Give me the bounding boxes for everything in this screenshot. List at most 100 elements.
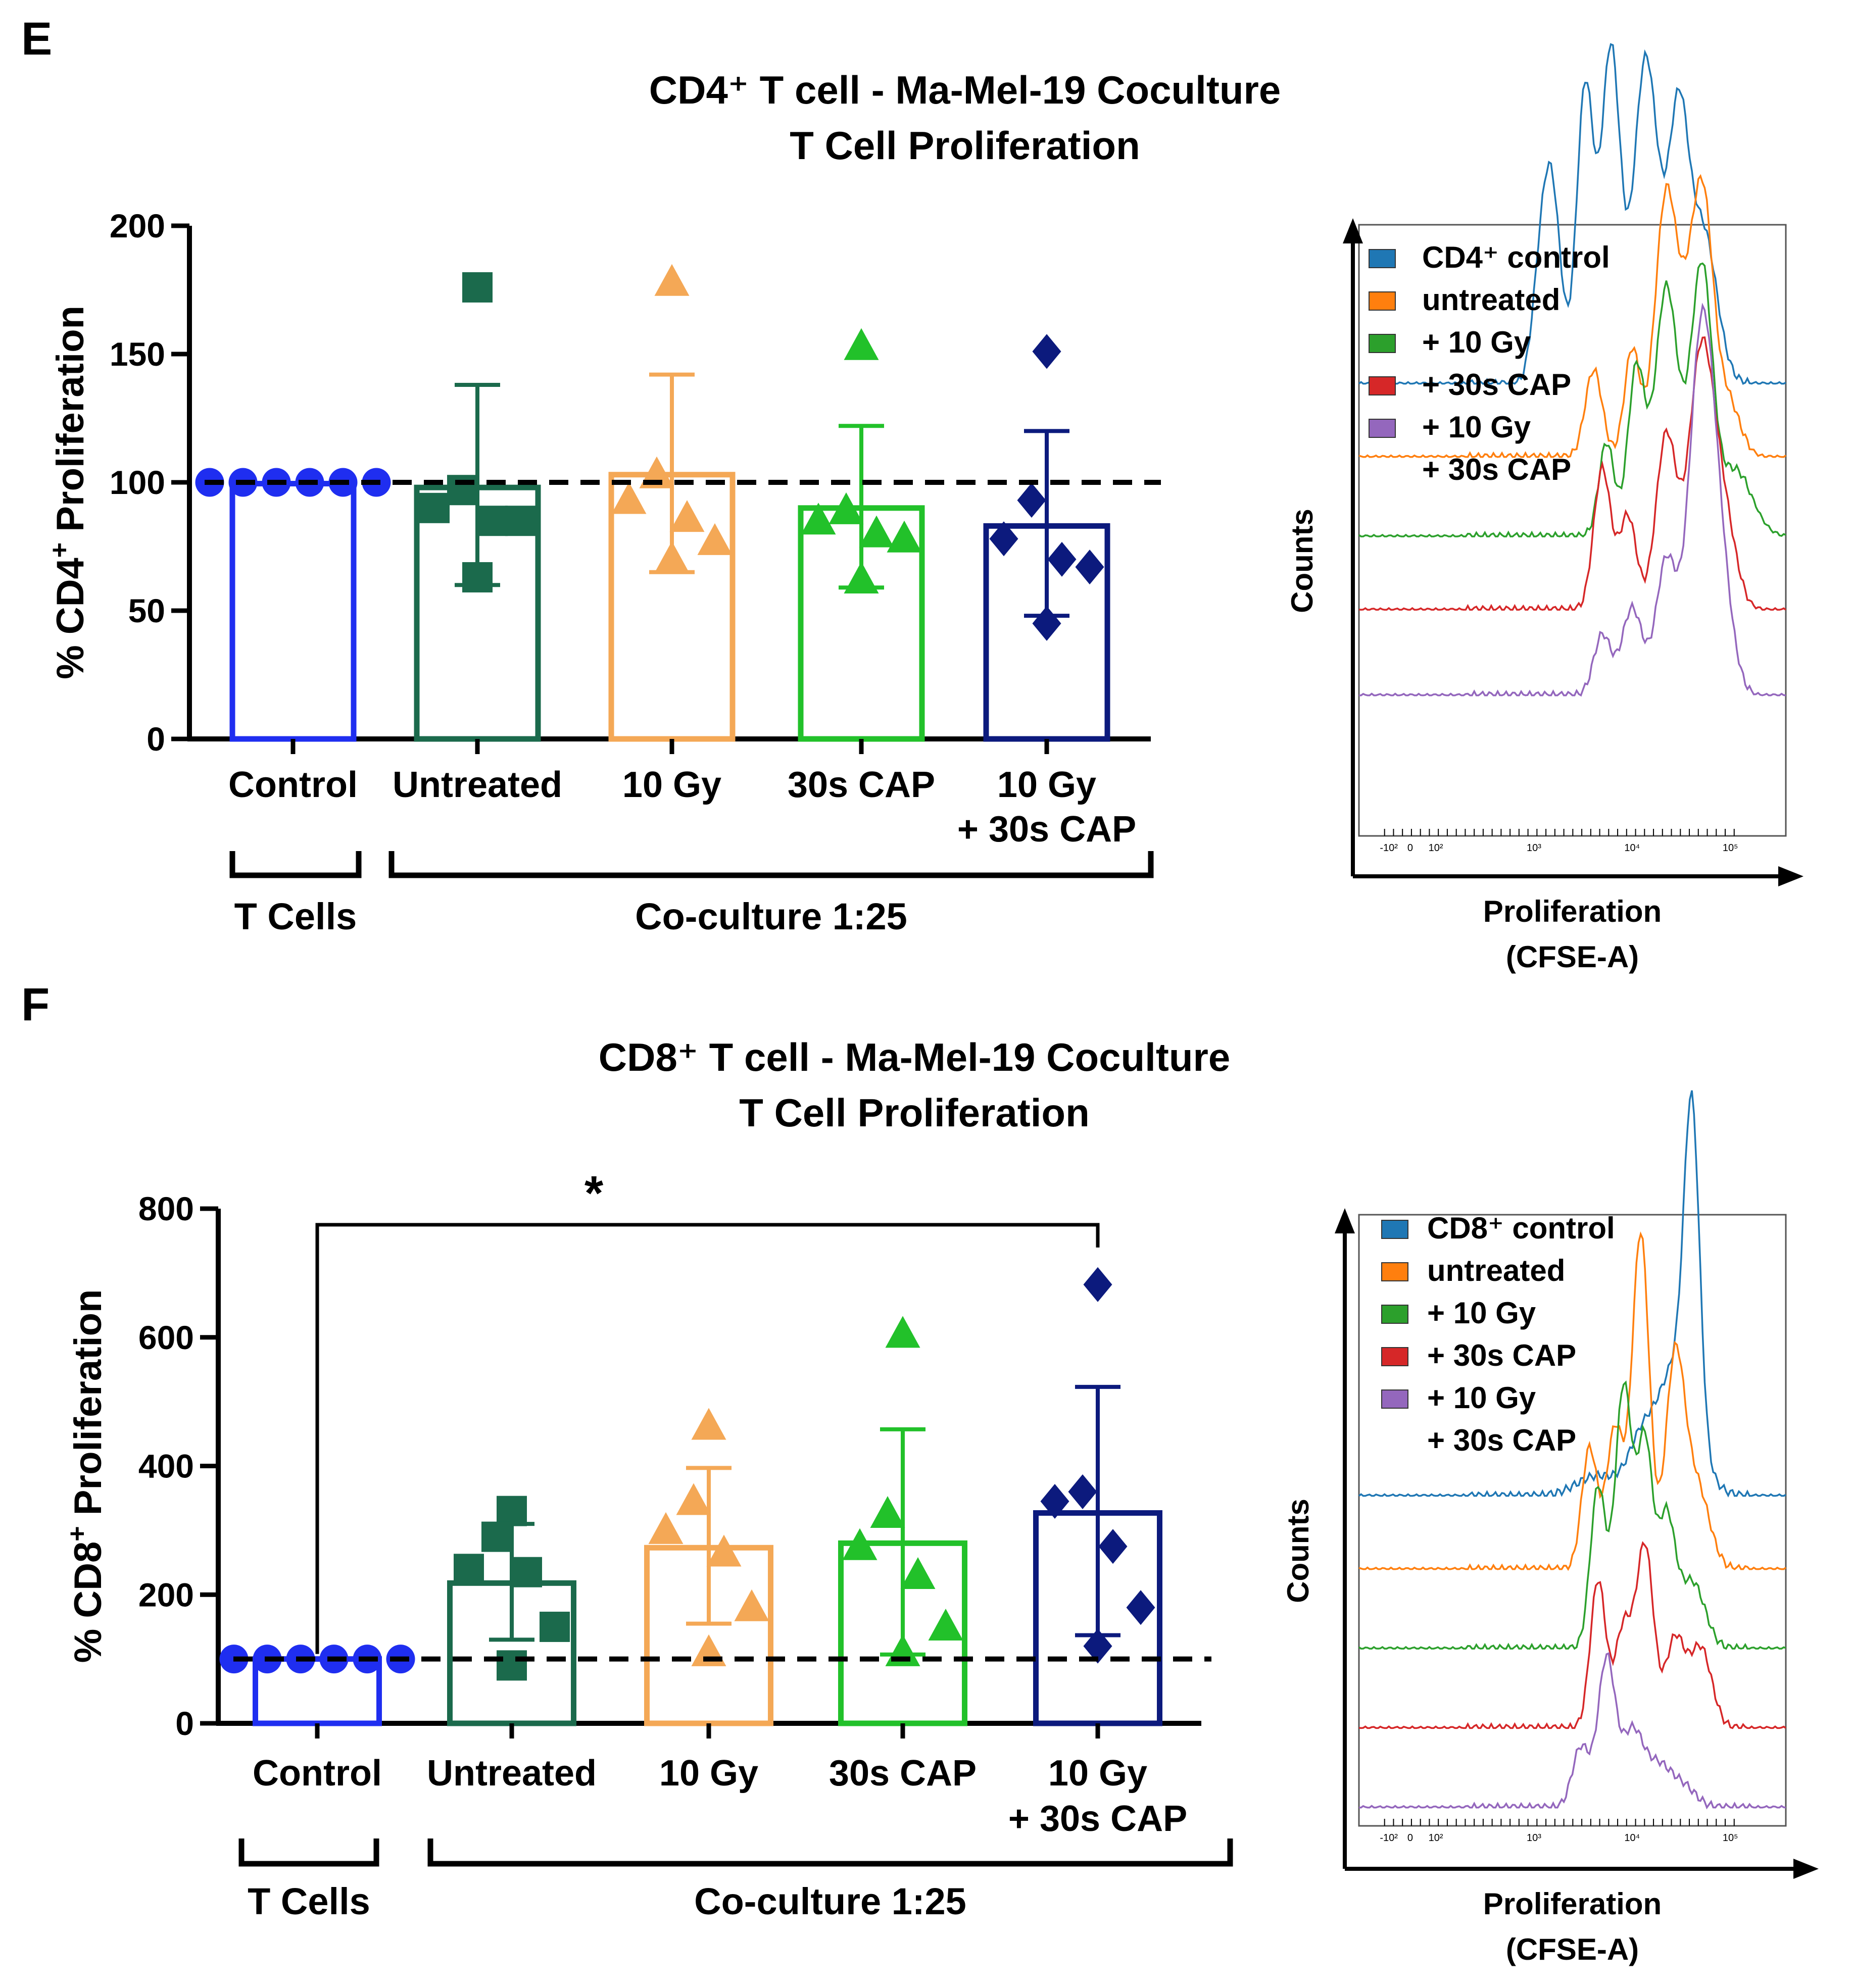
- data-point: [1098, 1529, 1128, 1564]
- y-tick-label: 800: [138, 1190, 194, 1227]
- data-point: [462, 272, 493, 303]
- data-point: [870, 1496, 905, 1528]
- flow-y-label: Counts: [1285, 509, 1319, 613]
- group-bracket: T Cells: [229, 851, 362, 937]
- x-tick-label: + 30s CAP: [1008, 1799, 1187, 1839]
- bar-group: 30s CAP: [788, 328, 935, 805]
- flow-trace: [1359, 1652, 1786, 1810]
- x-tick-label: Control: [228, 765, 358, 805]
- data-point: [828, 492, 864, 524]
- chart-title: T Cell Proliferation: [739, 1090, 1089, 1135]
- y-tick-label: 100: [110, 464, 165, 501]
- panel-f: F CD8⁺ T cell - Ma-Mel-19 Coculture T Cell…: [21, 979, 1819, 1966]
- flow-x-tick-label: 10²: [1429, 842, 1443, 854]
- legend-entry: CD8⁺ control: [1381, 1211, 1615, 1245]
- data-point: [1068, 1474, 1097, 1509]
- flow-x-label: (CFSE-A): [1506, 940, 1639, 974]
- panel-letter: F: [21, 979, 50, 1030]
- y-axis-label: % CD8+ Proliferation: [63, 1289, 110, 1663]
- legend-entry: + 10 Gy: [1381, 1296, 1536, 1330]
- flow-trace: [1358, 1090, 1786, 1498]
- flow-x-tick-label: 10⁴: [1624, 842, 1640, 854]
- y-axis-label-sup: +: [45, 542, 74, 558]
- data-point: [859, 515, 894, 548]
- legend-label: + 10 Gy: [1427, 1296, 1536, 1330]
- legend-entry: + 10 Gy + 30s CAP: [1369, 410, 1571, 486]
- legend-entry: untreated: [1381, 1254, 1565, 1287]
- legend-label: + 30s CAP: [1427, 1338, 1576, 1372]
- data-point: [1040, 1484, 1069, 1519]
- y-axis-label-main: % CD4: [49, 558, 92, 679]
- data-point: [497, 1496, 527, 1526]
- y-axis-label-sup: +: [63, 1526, 92, 1541]
- data-point: [477, 506, 508, 536]
- x-tick-label: Untreated: [393, 765, 562, 805]
- x-tick-label: Untreated: [427, 1753, 597, 1794]
- data-point: [734, 1589, 769, 1621]
- y-axis-label-main: % CD8: [67, 1542, 110, 1663]
- x-tick-label: 10 Gy: [622, 765, 721, 805]
- bar-group: 10 Gy: [644, 1408, 773, 1794]
- legend-swatch: [1381, 1262, 1408, 1281]
- data-point: [1126, 1590, 1155, 1625]
- data-point: [669, 500, 705, 532]
- flow-trace: [1358, 1380, 1786, 1650]
- y-axis-label: % CD4+ Proliferation: [45, 306, 92, 679]
- data-point: [801, 503, 836, 535]
- data-point: [1083, 1628, 1112, 1664]
- data-point: [844, 328, 879, 360]
- group-bracket: Co-culture 1:25: [388, 851, 1154, 937]
- group-label: Co-culture 1:25: [635, 896, 907, 937]
- flow-x-tick-label: 10⁴: [1624, 1832, 1640, 1844]
- significance-line: [315, 1223, 1100, 1654]
- legend-label: CD8⁺ control: [1427, 1211, 1615, 1245]
- data-point: [928, 1608, 963, 1641]
- legend-swatch: [1381, 1220, 1408, 1239]
- flow-x-tick-label: -10²: [1380, 1832, 1398, 1844]
- x-tick-label: + 30s CAP: [957, 809, 1136, 850]
- y-tick-label: 0: [175, 1705, 194, 1742]
- legend-swatch: [1381, 1347, 1408, 1366]
- bar-group: 10 Gy + 30s CAP: [1008, 1267, 1187, 1839]
- legend-label: + 10 Gy: [1427, 1381, 1536, 1415]
- group-label: T Cells: [234, 896, 357, 937]
- data-point: [654, 541, 690, 573]
- legend-entry: CD4⁺ control: [1369, 240, 1610, 274]
- data-point: [842, 1528, 878, 1560]
- flow-x-tick-label: -10²: [1380, 842, 1398, 854]
- bar-group: 30s CAP: [829, 1316, 977, 1794]
- data-point: [505, 506, 535, 536]
- flow-x-tick-label: 0: [1407, 1832, 1413, 1844]
- legend-entry: + 10 Gy: [1369, 325, 1531, 359]
- flow-y-arrow: [1335, 1208, 1355, 1233]
- legend-label: + 30s CAP: [1422, 368, 1571, 402]
- bar-group: Control: [195, 468, 391, 805]
- data-point: [512, 1557, 542, 1587]
- y-axis-label-rest: Proliferation: [67, 1289, 110, 1526]
- legend-label: + 10 Gy: [1422, 410, 1531, 444]
- group-bracket: Co-culture 1:25: [427, 1838, 1233, 1922]
- panel-e: E CD4⁺ T cell - Ma-Mel-19 Coculture T Cell…: [21, 13, 1804, 974]
- flow-x-tick-label: 10³: [1527, 842, 1541, 854]
- bar: [229, 481, 357, 742]
- flow-trace: [1358, 43, 1786, 385]
- data-point: [1075, 550, 1104, 585]
- legend-swatch: [1369, 249, 1396, 268]
- flow-y-label: Counts: [1281, 1499, 1315, 1603]
- data-point: [611, 482, 647, 514]
- flow-x-tick-label: 10⁵: [1723, 842, 1738, 854]
- flow-trace: [1358, 1231, 1787, 1571]
- legend-label-cont: + 30s CAP: [1427, 1423, 1576, 1457]
- y-tick-label: 600: [138, 1319, 194, 1356]
- flow-x-tick-label: 10⁵: [1723, 1832, 1738, 1844]
- data-point: [706, 1534, 742, 1567]
- y-tick-label: 200: [110, 207, 165, 244]
- legend-entry: + 30s CAP: [1381, 1338, 1576, 1372]
- data-point: [989, 521, 1018, 557]
- chart-title: T Cell Proliferation: [790, 123, 1140, 168]
- data-point: [1047, 541, 1077, 577]
- group-label: T Cells: [248, 1880, 370, 1922]
- legend-label: CD4⁺ control: [1422, 240, 1610, 274]
- data-point: [900, 1557, 936, 1589]
